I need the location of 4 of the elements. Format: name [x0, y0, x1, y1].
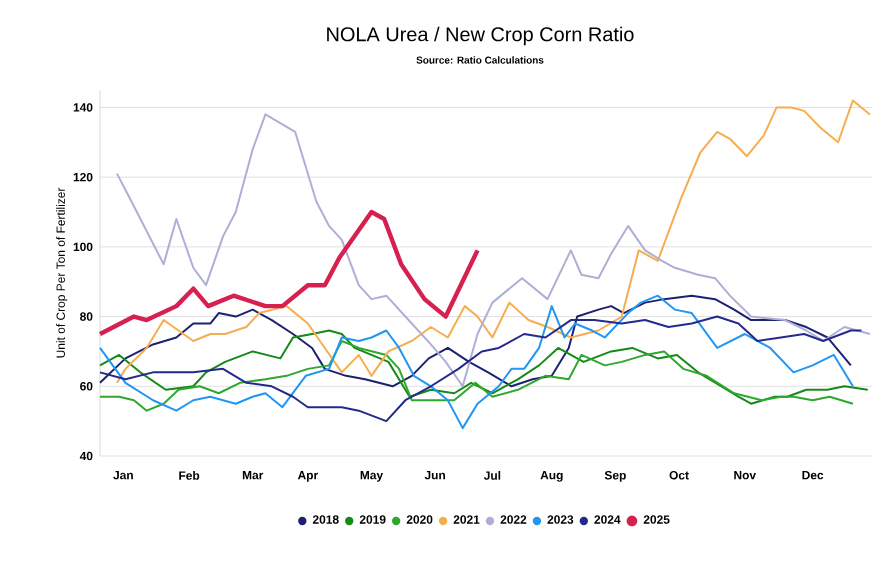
line-series — [97, 209, 480, 337]
chart-title: NOLA Urea / New Crop Corn Ratio — [327, 26, 634, 46]
line-series — [99, 294, 852, 388]
line-series — [99, 294, 854, 430]
